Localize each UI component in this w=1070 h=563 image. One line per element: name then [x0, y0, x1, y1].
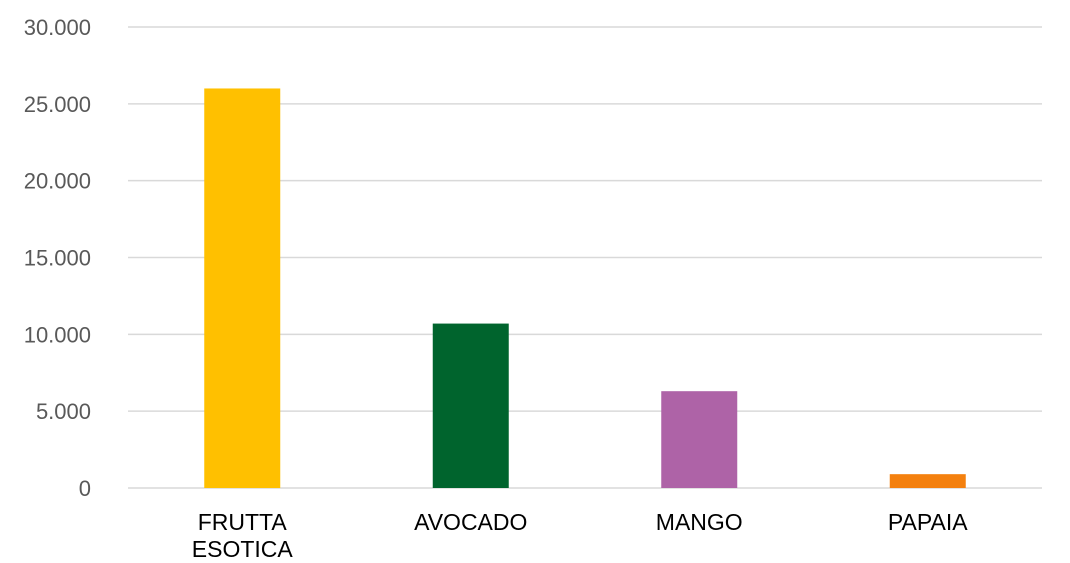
- x-category-label-2: MANGO: [656, 509, 743, 535]
- y-tick-label-30000: 30.000: [24, 15, 91, 40]
- y-tick-label-10000: 10.000: [24, 322, 91, 347]
- x-category-label-line: FRUTTA: [198, 509, 288, 535]
- x-category-label-0: FRUTTA ESOTICA: [192, 509, 294, 562]
- x-category-label-1: AVOCADO: [414, 509, 527, 535]
- x-category-label-line: MANGO: [656, 509, 743, 535]
- y-tick-label-5000: 5.000: [36, 399, 91, 424]
- x-axis-labels: FRUTTA ESOTICA AVOCADO MANGO PAPAIA: [192, 509, 968, 562]
- x-category-label-line: PAPAIA: [888, 509, 968, 535]
- bar-3: [890, 474, 966, 488]
- y-axis-ticks: 0 5.000 10.000 15.000 20.000 25.000 30.000: [24, 15, 91, 501]
- y-tick-label-0: 0: [79, 476, 91, 501]
- y-tick-label-20000: 20.000: [24, 169, 91, 194]
- bars: [204, 88, 966, 488]
- bar-0: [204, 88, 280, 488]
- bar-1: [433, 324, 509, 488]
- y-tick-label-25000: 25.000: [24, 92, 91, 117]
- x-category-label-line: ESOTICA: [192, 536, 294, 562]
- x-category-label-line: AVOCADO: [414, 509, 527, 535]
- x-category-label-3: PAPAIA: [888, 509, 968, 535]
- bar-2: [661, 391, 737, 488]
- y-tick-label-15000: 15.000: [24, 246, 91, 271]
